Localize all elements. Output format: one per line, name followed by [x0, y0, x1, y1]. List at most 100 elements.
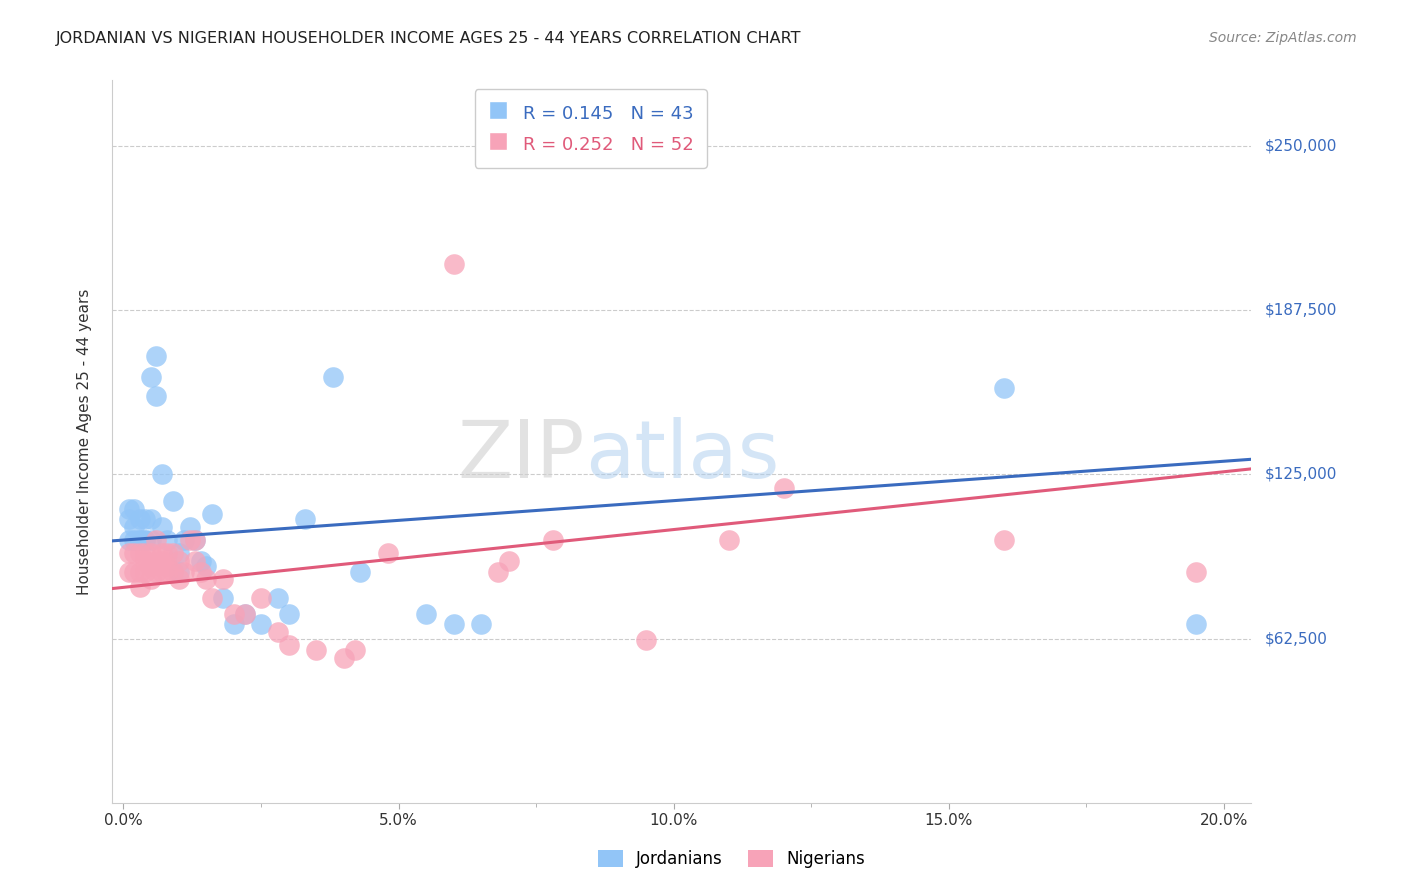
Point — [190, 565, 212, 579]
Point — [211, 591, 233, 605]
Point — [139, 559, 162, 574]
Point — [486, 565, 509, 579]
Point — [150, 554, 173, 568]
Point — [124, 565, 146, 579]
Point — [179, 533, 201, 547]
Point — [145, 388, 167, 402]
Point — [211, 573, 233, 587]
Point — [377, 546, 399, 560]
Point — [167, 573, 190, 587]
Point — [124, 546, 146, 560]
Point — [184, 533, 207, 547]
Point — [118, 512, 141, 526]
Point — [717, 533, 740, 547]
Point — [179, 520, 201, 534]
Point — [332, 651, 354, 665]
Point — [124, 520, 146, 534]
Point — [190, 554, 212, 568]
Point — [541, 533, 564, 547]
Text: Source: ZipAtlas.com: Source: ZipAtlas.com — [1209, 31, 1357, 45]
Point — [222, 607, 245, 621]
Point — [118, 533, 141, 547]
Point — [195, 573, 218, 587]
Text: $125,000: $125,000 — [1265, 467, 1337, 482]
Point — [145, 533, 167, 547]
Point — [162, 565, 184, 579]
Point — [139, 512, 162, 526]
Point — [139, 573, 162, 587]
Point — [636, 632, 658, 647]
Legend: Jordanians, Nigerians: Jordanians, Nigerians — [591, 843, 872, 875]
Point — [129, 546, 152, 560]
Point — [233, 607, 256, 621]
Point — [250, 591, 273, 605]
Point — [277, 607, 299, 621]
Point — [772, 481, 794, 495]
Point — [118, 501, 141, 516]
Point — [124, 533, 146, 547]
Text: $187,500: $187,500 — [1265, 302, 1337, 318]
Point — [415, 607, 437, 621]
Point — [266, 625, 288, 640]
Point — [498, 554, 520, 568]
Point — [129, 533, 152, 547]
Text: atlas: atlas — [585, 417, 779, 495]
Point — [470, 617, 492, 632]
Point — [195, 559, 218, 574]
Point — [173, 533, 195, 547]
Point — [322, 370, 344, 384]
Point — [993, 381, 1015, 395]
Point — [162, 546, 184, 560]
Text: JORDANIAN VS NIGERIAN HOUSEHOLDER INCOME AGES 25 - 44 YEARS CORRELATION CHART: JORDANIAN VS NIGERIAN HOUSEHOLDER INCOME… — [56, 31, 801, 46]
Point — [173, 565, 195, 579]
Point — [233, 607, 256, 621]
Point — [139, 370, 162, 384]
Point — [1185, 617, 1208, 632]
Point — [145, 554, 167, 568]
Point — [156, 559, 179, 574]
Text: ZIP: ZIP — [458, 417, 585, 495]
Point — [167, 565, 190, 579]
Point — [993, 533, 1015, 547]
Point — [162, 493, 184, 508]
Point — [129, 565, 152, 579]
Point — [145, 565, 167, 579]
Point — [1185, 565, 1208, 579]
Point — [150, 520, 173, 534]
Point — [156, 533, 179, 547]
Point — [184, 554, 207, 568]
Point — [124, 501, 146, 516]
Point — [134, 533, 156, 547]
Point — [134, 546, 156, 560]
Point — [250, 617, 273, 632]
Point — [129, 533, 152, 547]
Point — [150, 546, 173, 560]
Point — [134, 554, 156, 568]
Text: $250,000: $250,000 — [1265, 138, 1337, 153]
Point — [167, 546, 190, 560]
Point — [118, 565, 141, 579]
Point — [150, 467, 173, 482]
Point — [305, 643, 328, 657]
Point — [139, 546, 162, 560]
Point — [200, 591, 222, 605]
Point — [139, 533, 162, 547]
Text: $62,500: $62,500 — [1265, 632, 1329, 646]
Point — [167, 554, 190, 568]
Point — [200, 507, 222, 521]
Y-axis label: Householder Income Ages 25 - 44 years: Householder Income Ages 25 - 44 years — [77, 288, 91, 595]
Point — [443, 257, 465, 271]
Point — [134, 533, 156, 547]
Point — [222, 617, 245, 632]
Point — [294, 512, 316, 526]
Point — [343, 643, 366, 657]
Point — [156, 565, 179, 579]
Point — [277, 638, 299, 652]
Point — [266, 591, 288, 605]
Point — [118, 546, 141, 560]
Point — [145, 349, 167, 363]
Point — [184, 533, 207, 547]
Point — [156, 546, 179, 560]
Point — [349, 565, 371, 579]
Point — [134, 565, 156, 579]
